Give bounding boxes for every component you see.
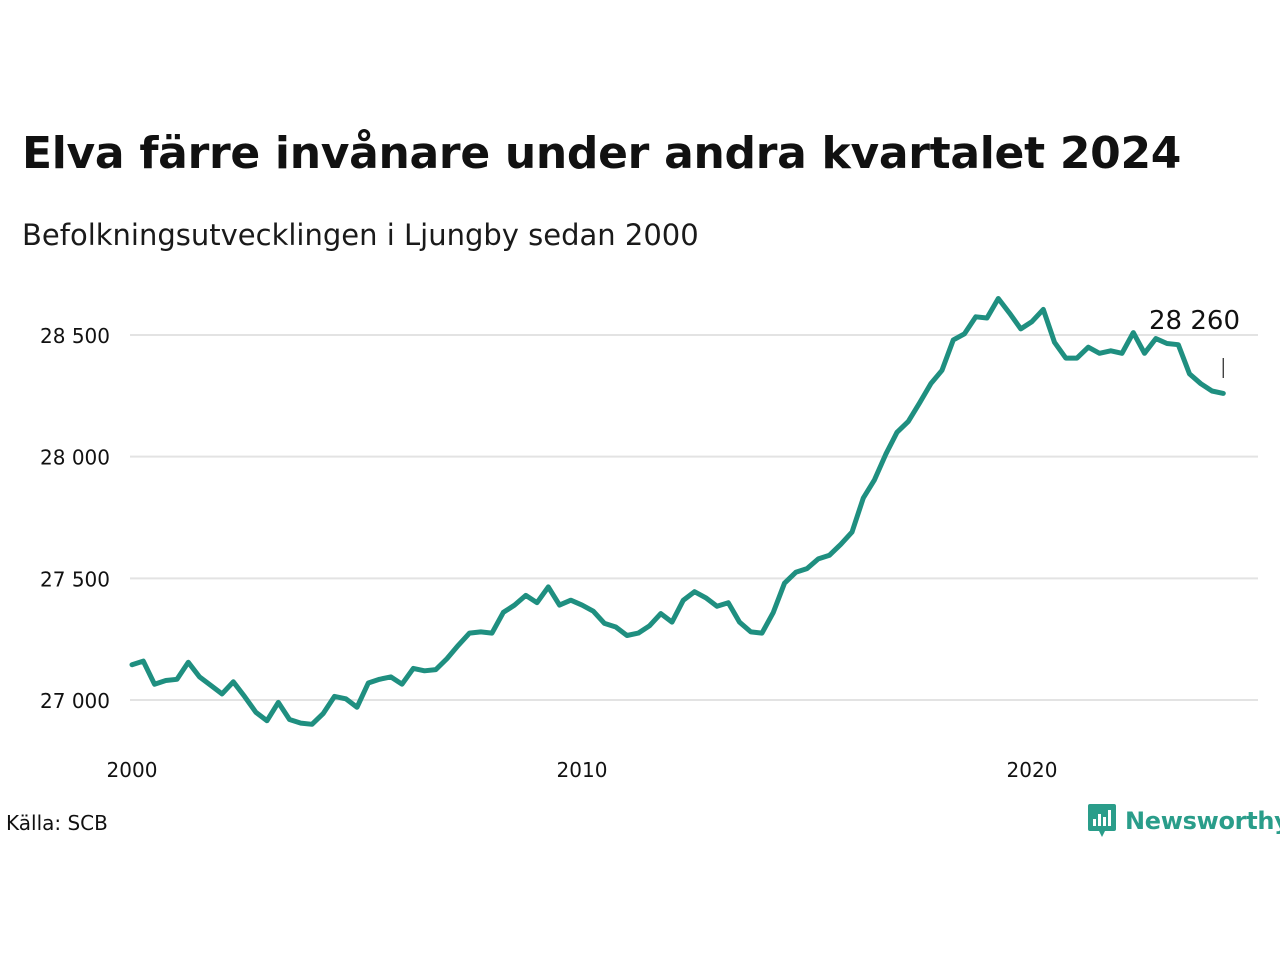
y-tick-label: 27 000 [40,689,110,713]
y-tick-label: 28 000 [40,446,110,470]
x-tick-label: 2010 [557,758,608,782]
gridlines [130,334,1258,701]
source-note: Källa: SCB [6,811,108,835]
x-tick-label: 2020 [1007,758,1058,782]
newsworthy-logo-icon [1088,804,1116,837]
brand-logo: Newsworthy [1087,803,1280,839]
x-axis-ticks: 2000 2010 2020 [107,758,1058,782]
y-tick-label: 27 500 [40,567,110,591]
population-line [129,296,1226,727]
y-tick-label: 28 500 [40,324,110,348]
end-label-layer: 28 260 [1149,306,1240,378]
series-layer [129,296,1226,727]
brand-name: Newsworthy [1125,807,1280,835]
x-tick-label: 2000 [107,758,158,782]
end-value-label: 28 260 [1149,306,1240,336]
y-axis-ticks: 27 000 27 500 28 000 28 500 [40,324,110,713]
chart-subtitle: Befolkningsutvecklingen i Ljungby sedan … [22,218,699,252]
line-chart: 27 000 27 500 28 000 28 500 2000 2010 2020 28… [40,296,1258,782]
chart-title: Elva färre invånare under andra kvartale… [22,128,1182,179]
